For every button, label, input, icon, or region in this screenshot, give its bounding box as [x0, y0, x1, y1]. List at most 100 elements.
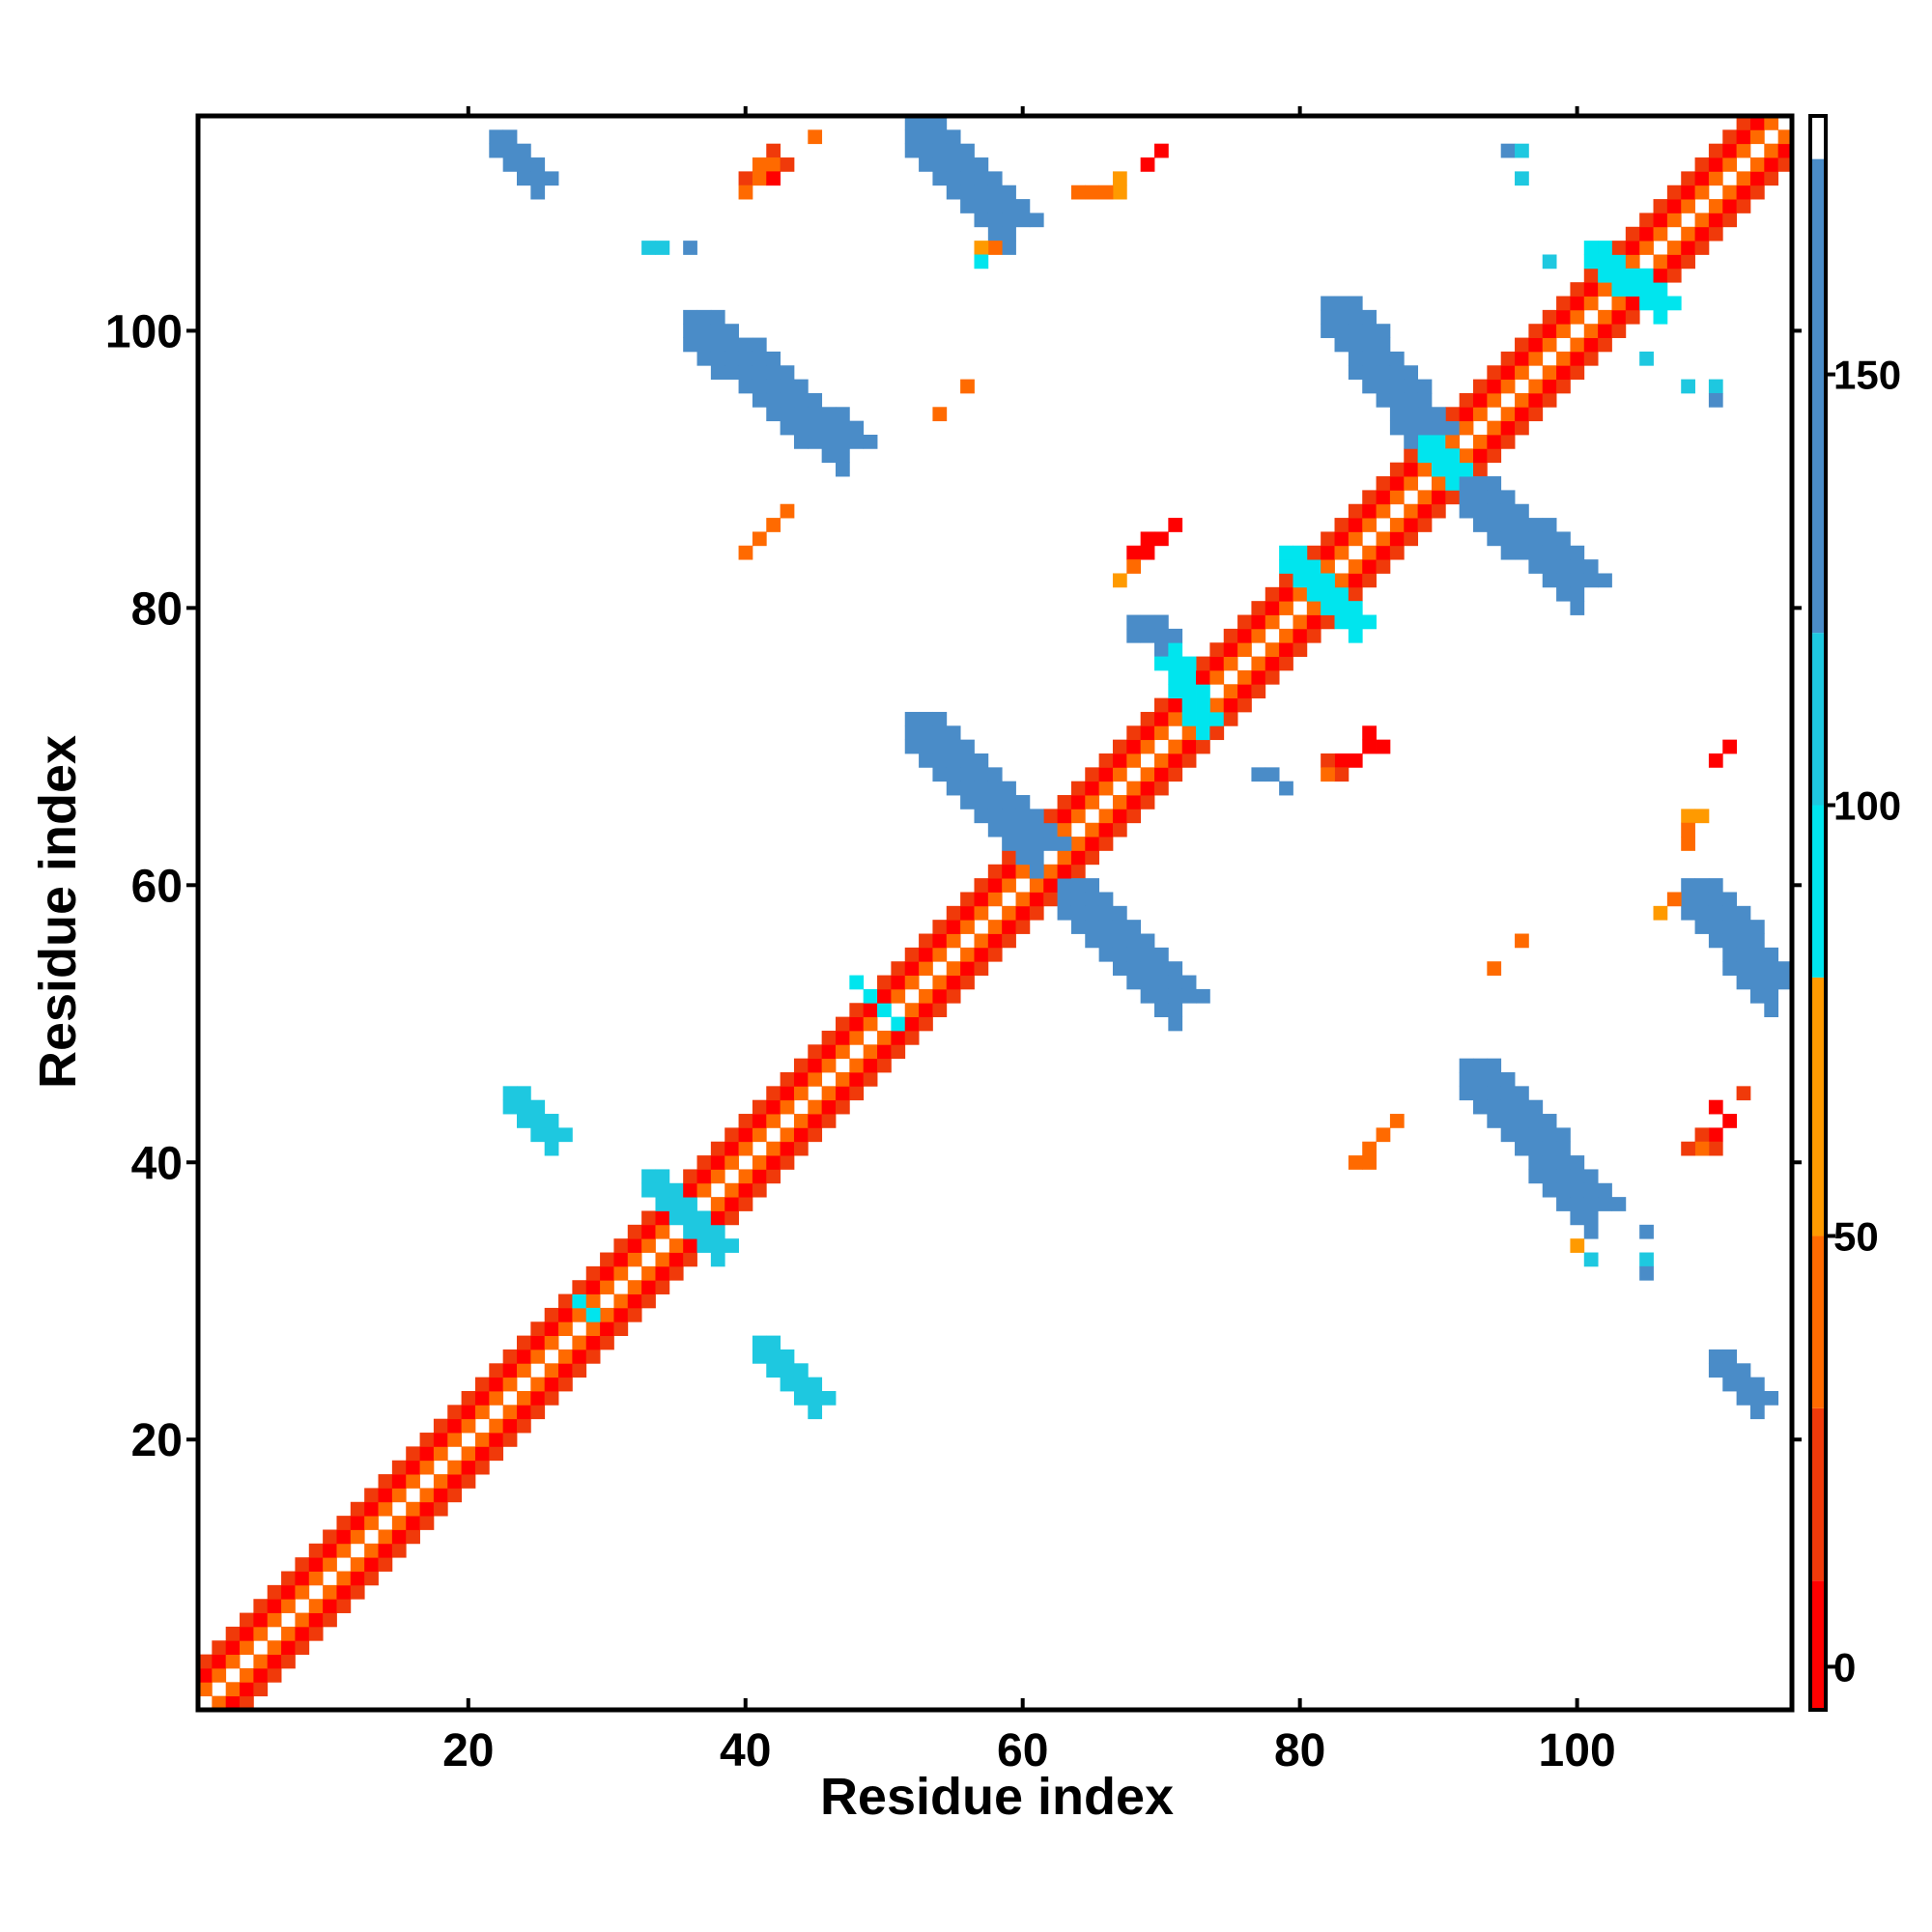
heatmap-cell [336, 1543, 352, 1558]
heatmap-cell [1542, 1169, 1557, 1184]
heatmap-cell [877, 1003, 892, 1018]
heatmap-cell [655, 1182, 670, 1198]
heatmap-cell [904, 739, 920, 754]
y-tick-label: 20 [131, 1415, 183, 1466]
heatmap-cell [1223, 697, 1238, 713]
heatmap-cell [808, 407, 823, 422]
heatmap-cell [295, 1584, 310, 1600]
heatmap-cell [793, 1391, 809, 1406]
heatmap-cell [987, 892, 1003, 907]
heatmap-cell [1528, 324, 1544, 338]
heatmap-cell [1321, 767, 1335, 782]
heatmap-cell [752, 531, 767, 547]
heatmap-cell [1334, 309, 1350, 325]
heatmap-cell [1404, 392, 1419, 408]
heatmap-cell [489, 1377, 504, 1392]
heatmap-cell [808, 1405, 823, 1420]
heatmap-cell [1445, 435, 1461, 449]
heatmap-cell [1154, 1003, 1169, 1018]
heatmap-cell [1749, 920, 1765, 934]
heatmap-cell [974, 961, 989, 976]
heatmap-cell [364, 1557, 379, 1572]
heatmap-cell [613, 1238, 629, 1253]
heatmap-cell [821, 1391, 837, 1406]
heatmap-cell [1362, 490, 1377, 505]
heatmap-cell [281, 1654, 296, 1669]
heatmap-cell [1334, 586, 1350, 602]
heatmap-cell [710, 324, 725, 338]
heatmap-cell [919, 739, 933, 754]
heatmap-cell [1598, 241, 1612, 255]
heatmap-cell [1168, 711, 1183, 726]
heatmap-cell [1722, 1363, 1738, 1378]
heatmap-cell [1126, 725, 1142, 741]
heatmap-cell [1570, 296, 1585, 311]
heatmap-cell [1306, 586, 1321, 602]
heatmap-cell [766, 1141, 781, 1156]
heatmap-cell [1196, 684, 1210, 699]
heatmap-cell [1583, 1182, 1599, 1198]
heatmap-cell [1708, 1349, 1723, 1364]
heatmap-cell [793, 1058, 809, 1073]
heatmap-cell [1473, 448, 1488, 464]
heatmap-cell [391, 1529, 407, 1545]
heatmap-cell [1404, 531, 1419, 547]
heatmap-cell [1181, 739, 1197, 754]
heatmap-cell [738, 1182, 753, 1198]
heatmap-cell [517, 1335, 531, 1350]
heatmap-cell [1500, 365, 1516, 381]
heatmap-cell [544, 171, 559, 186]
heatmap-cell [919, 143, 933, 158]
heatmap-cell [1445, 407, 1461, 422]
heatmap-cell [1473, 392, 1488, 408]
heatmap-cell [1181, 711, 1197, 726]
heatmap-cell [960, 892, 975, 907]
heatmap-cell [1362, 739, 1377, 754]
heatmap-cell [1070, 185, 1086, 200]
heatmap-cell [1417, 407, 1433, 422]
heatmap-cell [1598, 309, 1612, 325]
heatmap-cell [336, 1516, 352, 1530]
heatmap-cell [946, 781, 961, 796]
heatmap-cell [655, 1224, 670, 1239]
heatmap-cell [1279, 586, 1293, 602]
heatmap-cell [683, 1197, 697, 1211]
heatmap-cell [1348, 365, 1363, 381]
heatmap-cell [1112, 822, 1127, 838]
heatmap-cell [1598, 573, 1612, 588]
heatmap-cell [780, 1072, 795, 1087]
heatmap-cell [766, 1086, 781, 1101]
heatmap-cell [641, 1293, 656, 1309]
heatmap-cell [1168, 697, 1183, 713]
heatmap-cell [1015, 795, 1031, 810]
heatmap-cell [974, 171, 989, 186]
heatmap-cell [391, 1543, 407, 1558]
heatmap-cell [752, 1114, 767, 1128]
heatmap-cell [1611, 282, 1627, 297]
heatmap-cell [1487, 1058, 1502, 1073]
heatmap-cell [1570, 601, 1585, 615]
heatmap-cell [960, 920, 975, 934]
heatmap-cell [821, 407, 837, 422]
heatmap-cell [1389, 420, 1405, 436]
heatmap-cell [544, 1391, 559, 1406]
heatmap-cell [919, 753, 933, 768]
heatmap-cell [1542, 531, 1557, 547]
heatmap-cell [406, 1529, 420, 1545]
heatmap-cell [1057, 837, 1072, 851]
heatmap-cell [489, 1418, 504, 1434]
heatmap-cell [1639, 1224, 1654, 1239]
heatmap-cell [308, 1543, 324, 1558]
heatmap-cell [1473, 1058, 1488, 1073]
heatmap-cell [1749, 988, 1765, 1004]
heatmap-cell [1681, 379, 1695, 394]
heatmap-cell [987, 822, 1003, 838]
heatmap-cell [668, 1210, 684, 1226]
heatmap-cell [836, 1016, 850, 1032]
heatmap-cell [1500, 143, 1516, 158]
heatmap-cell [1556, 573, 1571, 588]
heatmap-cell [1487, 435, 1502, 449]
heatmap-cell [1583, 254, 1599, 270]
heatmap-cell [406, 1474, 420, 1489]
heatmap-cell [793, 1363, 809, 1378]
